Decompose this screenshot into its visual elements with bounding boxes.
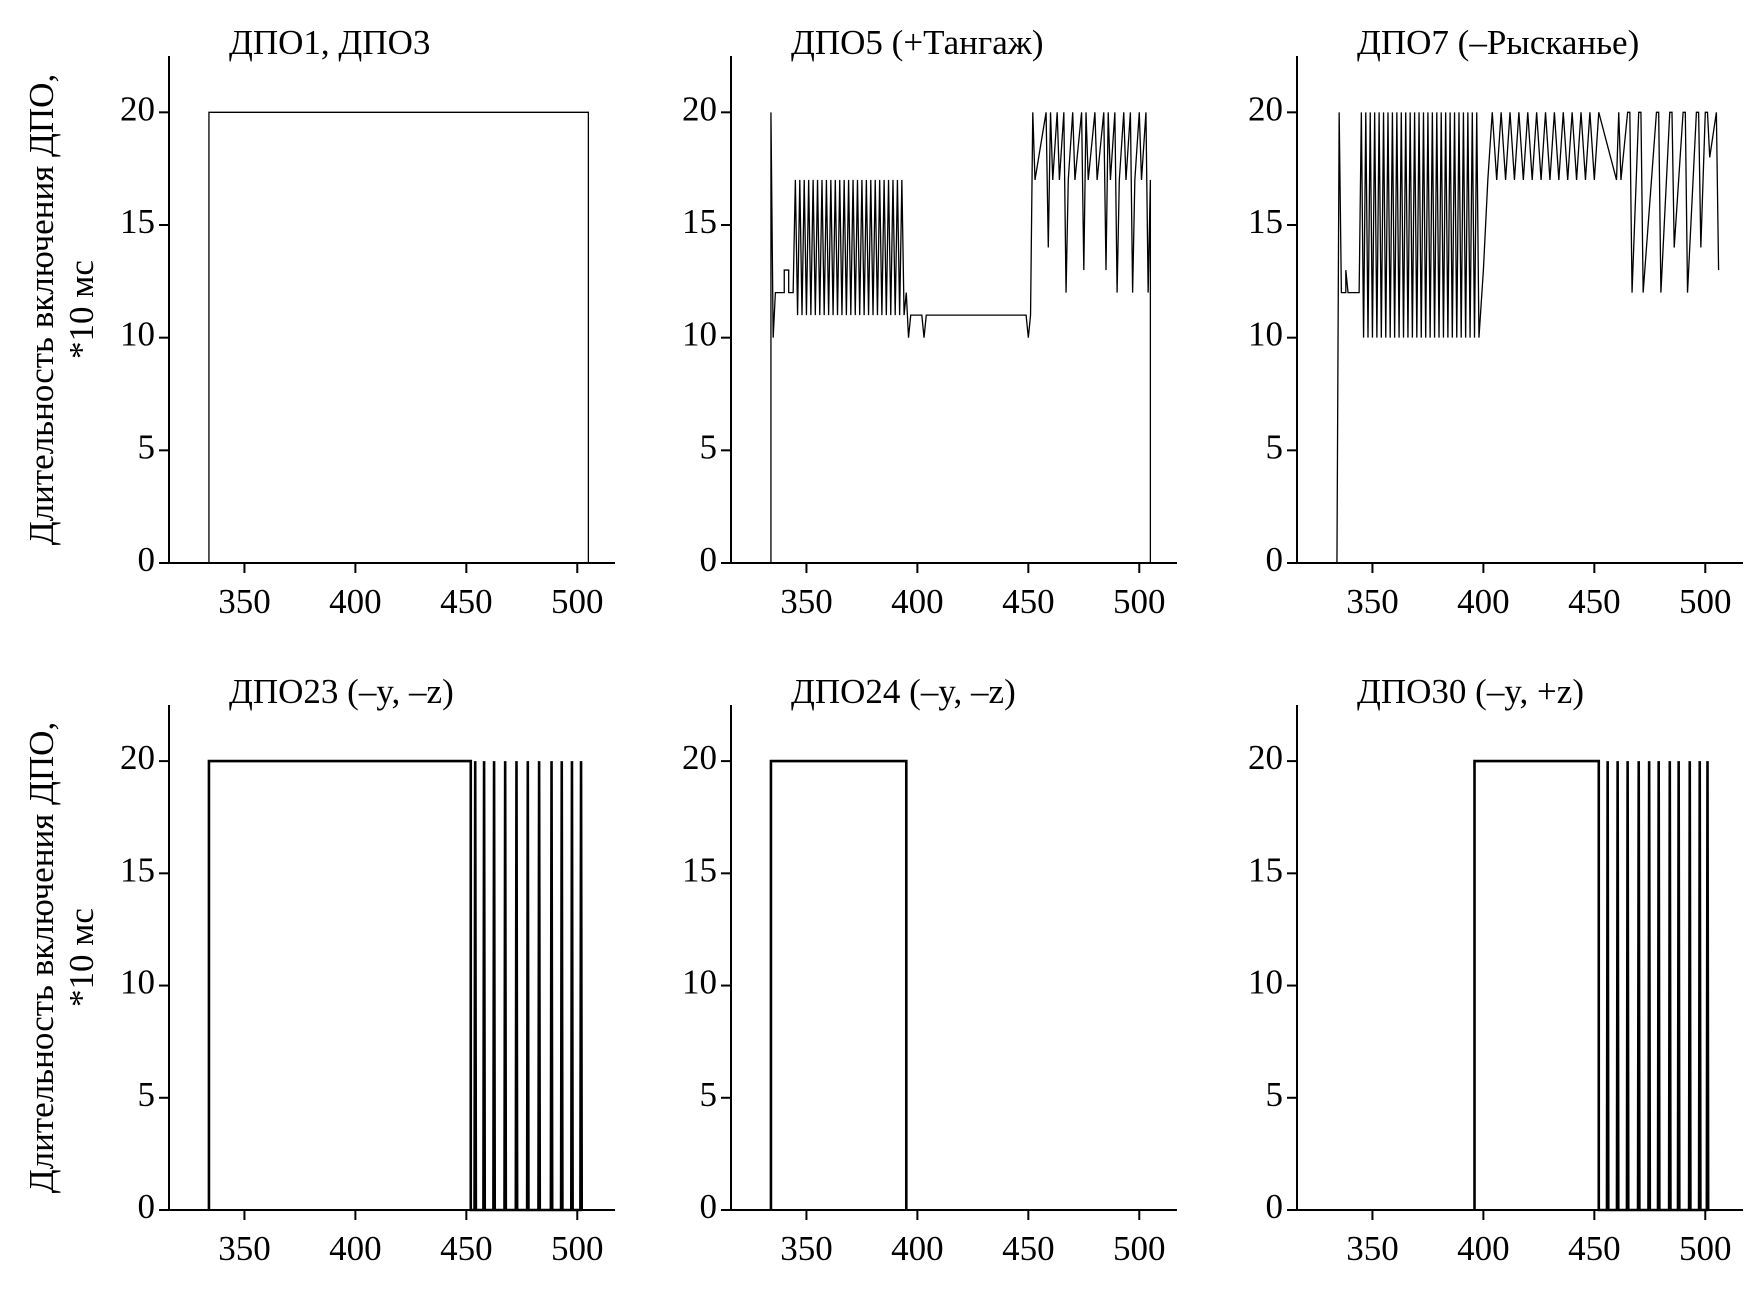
y-tick-label: 20 <box>120 738 155 777</box>
y-tick-label: 10 <box>1248 963 1283 1002</box>
y-tick-label: 5 <box>1266 1075 1284 1114</box>
y-tick-label: 5 <box>138 1075 156 1114</box>
data-line <box>770 112 1152 563</box>
y-tick-label: 0 <box>1266 540 1284 579</box>
x-tick-label: 350 <box>1346 1229 1399 1268</box>
data-line <box>769 759 908 1210</box>
x-tick-label: 500 <box>551 582 604 621</box>
x-tick-label: 400 <box>891 1229 944 1268</box>
x-tick-label: 500 <box>551 1229 604 1268</box>
chart-title: ДПО1, ДПО3 <box>229 23 430 62</box>
x-tick-label: 400 <box>329 1229 382 1268</box>
x-tick-label: 350 <box>780 582 833 621</box>
x-tick-label: 350 <box>218 1229 271 1268</box>
y-tick-label: 15 <box>682 850 717 889</box>
y-tick-label: 15 <box>120 850 155 889</box>
x-tick-label: 450 <box>440 582 493 621</box>
y-tick-label: 10 <box>682 963 717 1002</box>
y-tick-label: 20 <box>682 738 717 777</box>
y-tick-label: 15 <box>1248 202 1283 241</box>
y-tick-label: 20 <box>1248 738 1283 777</box>
chart-title: ДПО24 (–y, –z) <box>791 672 1016 711</box>
x-tick-label: 400 <box>329 582 382 621</box>
x-tick-label: 350 <box>218 582 271 621</box>
y-tick-label: 15 <box>1248 850 1283 889</box>
x-tick-label: 450 <box>1568 1229 1621 1268</box>
y-tick-label: 20 <box>682 89 717 128</box>
y-tick-label: 0 <box>138 540 156 579</box>
y-tick-label: 15 <box>120 202 155 241</box>
y-tick-label: 0 <box>700 540 718 579</box>
y-tick-label: 20 <box>1248 89 1283 128</box>
y-axis-label: Длительность включения ДПО, <box>22 722 61 1193</box>
x-tick-label: 500 <box>1113 582 1166 621</box>
y-axis-label: *10 мс <box>62 260 101 359</box>
x-tick-label: 350 <box>1346 582 1399 621</box>
chart-title: ДПО30 (–y, +z) <box>1357 672 1584 711</box>
y-tick-label: 5 <box>700 427 718 466</box>
x-tick-label: 450 <box>1568 582 1621 621</box>
y-tick-label: 20 <box>120 89 155 128</box>
chart-title: ДПО5 (+Тангаж) <box>791 23 1044 62</box>
y-axis-label: Длительность включения ДПО, <box>22 74 61 545</box>
data-line <box>1473 759 1710 1212</box>
y-tick-label: 5 <box>700 1075 718 1114</box>
x-tick-label: 400 <box>1457 582 1510 621</box>
y-tick-label: 5 <box>138 427 156 466</box>
y-tick-label: 0 <box>138 1187 156 1226</box>
x-tick-label: 400 <box>891 582 944 621</box>
data-line <box>208 111 590 563</box>
x-tick-label: 400 <box>1457 1229 1510 1268</box>
x-tick-label: 350 <box>780 1229 833 1268</box>
x-tick-label: 450 <box>1002 1229 1055 1268</box>
y-tick-label: 10 <box>120 963 155 1002</box>
y-tick-label: 10 <box>120 315 155 354</box>
x-tick-label: 500 <box>1679 1229 1732 1268</box>
data-line <box>1336 111 1720 564</box>
y-tick-label: 5 <box>1266 427 1284 466</box>
y-tick-label: 10 <box>682 315 717 354</box>
y-tick-label: 0 <box>700 1187 718 1226</box>
x-tick-label: 450 <box>440 1229 493 1268</box>
y-tick-label: 10 <box>1248 315 1283 354</box>
y-tick-label: 0 <box>1266 1187 1284 1226</box>
y-tick-label: 15 <box>682 202 717 241</box>
chart-title: ДПО23 (–y, –z) <box>229 672 454 711</box>
chart-title: ДПО7 (–Рысканье) <box>1357 23 1639 62</box>
y-axis-label: *10 мс <box>62 908 101 1007</box>
x-tick-label: 500 <box>1679 582 1732 621</box>
data-line <box>207 759 584 1212</box>
x-tick-label: 450 <box>1002 582 1055 621</box>
x-tick-label: 500 <box>1113 1229 1166 1268</box>
